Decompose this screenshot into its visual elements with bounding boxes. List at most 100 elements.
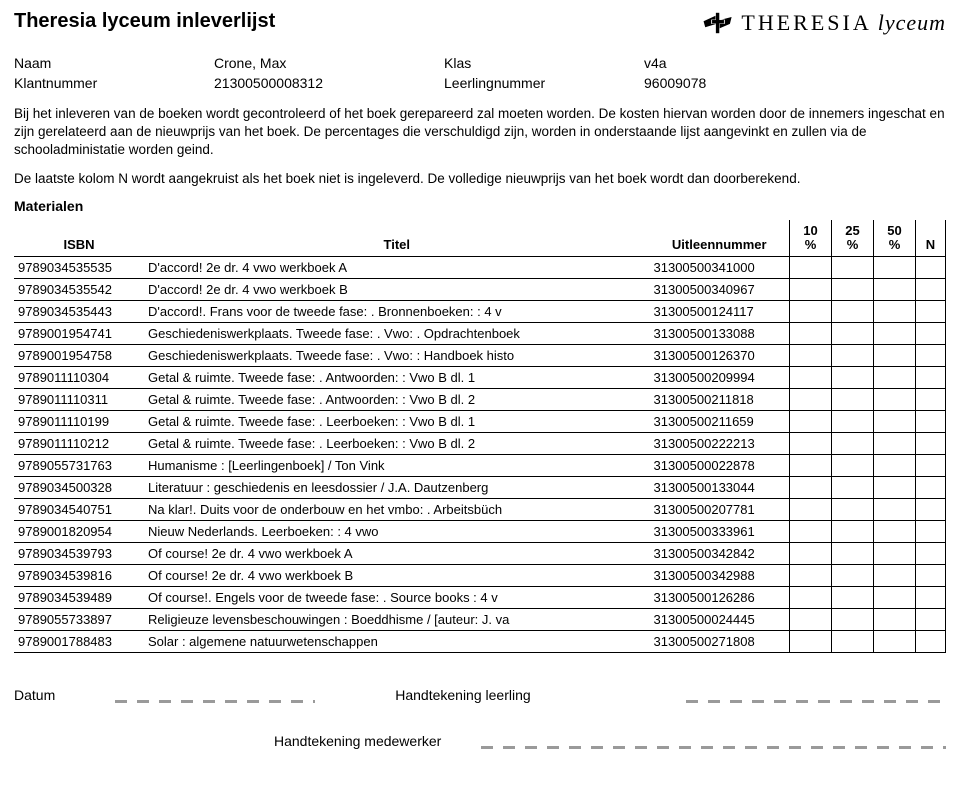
cell-50pct xyxy=(874,367,916,389)
cell-10pct xyxy=(790,411,832,433)
cell-isbn: 9789034539793 xyxy=(14,543,144,565)
cell-50pct xyxy=(874,257,916,279)
cell-25pct xyxy=(832,301,874,323)
cell-n xyxy=(916,301,946,323)
cell-25pct xyxy=(832,345,874,367)
cell-isbn: 9789011110199 xyxy=(14,411,144,433)
cell-25pct xyxy=(832,455,874,477)
cell-loan: 31300500022878 xyxy=(650,455,790,477)
cell-10pct xyxy=(790,455,832,477)
cell-50pct xyxy=(874,389,916,411)
cell-50pct xyxy=(874,301,916,323)
cell-25pct xyxy=(832,609,874,631)
table-row: 9789034535542D'accord! 2e dr. 4 vwo werk… xyxy=(14,279,946,301)
cell-10pct xyxy=(790,587,832,609)
cell-loan: 31300500342988 xyxy=(650,565,790,587)
cell-10pct xyxy=(790,389,832,411)
cell-50pct xyxy=(874,323,916,345)
cell-isbn: 9789034535542 xyxy=(14,279,144,301)
cell-loan: 31300500222213 xyxy=(650,433,790,455)
cell-loan: 31300500133088 xyxy=(650,323,790,345)
cell-title: Geschiedeniswerkplaats. Tweede fase: . V… xyxy=(144,345,650,367)
cell-loan: 31300500211818 xyxy=(650,389,790,411)
cell-25pct xyxy=(832,323,874,345)
col-title: Titel xyxy=(144,220,650,257)
table-row: 9789034535443D'accord!. Frans voor de tw… xyxy=(14,301,946,323)
cell-50pct xyxy=(874,477,916,499)
cell-50pct xyxy=(874,543,916,565)
cell-loan: 31300500341000 xyxy=(650,257,790,279)
cell-10pct xyxy=(790,543,832,565)
cell-50pct xyxy=(874,609,916,631)
cell-title: D'accord! 2e dr. 4 vwo werkboek A xyxy=(144,257,650,279)
cell-loan: 31300500126286 xyxy=(650,587,790,609)
table-row: 9789011110304Getal & ruimte. Tweede fase… xyxy=(14,367,946,389)
cell-isbn: 9789011110212 xyxy=(14,433,144,455)
cell-loan: 31300500133044 xyxy=(650,477,790,499)
table-row: 9789034535535D'accord! 2e dr. 4 vwo werk… xyxy=(14,257,946,279)
cell-isbn: 9789055731763 xyxy=(14,455,144,477)
cell-25pct xyxy=(832,477,874,499)
cell-25pct xyxy=(832,565,874,587)
col-isbn: ISBN xyxy=(14,220,144,257)
cell-25pct xyxy=(832,433,874,455)
cell-title: Getal & ruimte. Tweede fase: . Antwoorde… xyxy=(144,367,650,389)
table-row: 9789011110212Getal & ruimte. Tweede fase… xyxy=(14,433,946,455)
cell-n xyxy=(916,257,946,279)
cell-isbn: 9789034540751 xyxy=(14,499,144,521)
materials-table: ISBN Titel Uitleennummer 10% 25% 50% N 9… xyxy=(14,220,946,654)
cell-title: D'accord!. Frans voor de tweede fase: . … xyxy=(144,301,650,323)
cell-25pct xyxy=(832,631,874,653)
cell-isbn: 9789034500328 xyxy=(14,477,144,499)
cell-n xyxy=(916,565,946,587)
cell-n xyxy=(916,433,946,455)
studno-value: 96009078 xyxy=(644,75,844,91)
table-row: 9789001788483Solar : algemene natuurwete… xyxy=(14,631,946,653)
intro-paragraph-2: De laatste kolom N wordt aangekruist als… xyxy=(14,170,946,188)
cell-n xyxy=(916,543,946,565)
cell-50pct xyxy=(874,587,916,609)
table-row: 9789034539816Of course! 2e dr. 4 vwo wer… xyxy=(14,565,946,587)
table-row: 9789055733897Religieuze levensbeschouwin… xyxy=(14,609,946,631)
sig-staff-line xyxy=(481,739,946,749)
cell-title: Getal & ruimte. Tweede fase: . Leerboeke… xyxy=(144,411,650,433)
date-label: Datum xyxy=(14,687,55,703)
name-value: Crone, Max xyxy=(214,55,444,71)
signature-block: Datum Handtekening leerling Handtekening… xyxy=(14,687,946,749)
cell-n xyxy=(916,477,946,499)
cell-title: Of course!. Engels voor de tweede fase: … xyxy=(144,587,650,609)
cell-title: Solar : algemene natuurwetenschappen xyxy=(144,631,650,653)
cell-25pct xyxy=(832,587,874,609)
cell-50pct xyxy=(874,565,916,587)
cell-isbn: 9789034535443 xyxy=(14,301,144,323)
cell-loan: 31300500209994 xyxy=(650,367,790,389)
cell-10pct xyxy=(790,323,832,345)
date-line xyxy=(115,693,315,703)
cell-25pct xyxy=(832,367,874,389)
cell-isbn: 9789034539816 xyxy=(14,565,144,587)
cell-n xyxy=(916,279,946,301)
cell-50pct xyxy=(874,499,916,521)
cell-loan: 31300500211659 xyxy=(650,411,790,433)
cell-n xyxy=(916,521,946,543)
cell-loan: 31300500124117 xyxy=(650,301,790,323)
col-10pct: 10% xyxy=(790,220,832,257)
col-25pct: 25% xyxy=(832,220,874,257)
table-row: 9789034539793Of course! 2e dr. 4 vwo wer… xyxy=(14,543,946,565)
cell-25pct xyxy=(832,257,874,279)
cell-loan: 31300500271808 xyxy=(650,631,790,653)
table-row: 9789011110199Getal & ruimte. Tweede fase… xyxy=(14,411,946,433)
cell-n xyxy=(916,609,946,631)
cell-loan: 31300500024445 xyxy=(650,609,790,631)
cell-title: Literatuur : geschiedenis en leesdossier… xyxy=(144,477,650,499)
logo-mark-icon xyxy=(701,10,735,36)
table-row: 9789034500328Literatuur : geschiedenis e… xyxy=(14,477,946,499)
cell-isbn: 9789001820954 xyxy=(14,521,144,543)
cell-25pct xyxy=(832,411,874,433)
cell-10pct xyxy=(790,367,832,389)
cell-isbn: 9789034535535 xyxy=(14,257,144,279)
cell-loan: 31300500342842 xyxy=(650,543,790,565)
cell-title: Getal & ruimte. Tweede fase: . Antwoorde… xyxy=(144,389,650,411)
cell-n xyxy=(916,499,946,521)
sig-student-line xyxy=(686,693,946,703)
